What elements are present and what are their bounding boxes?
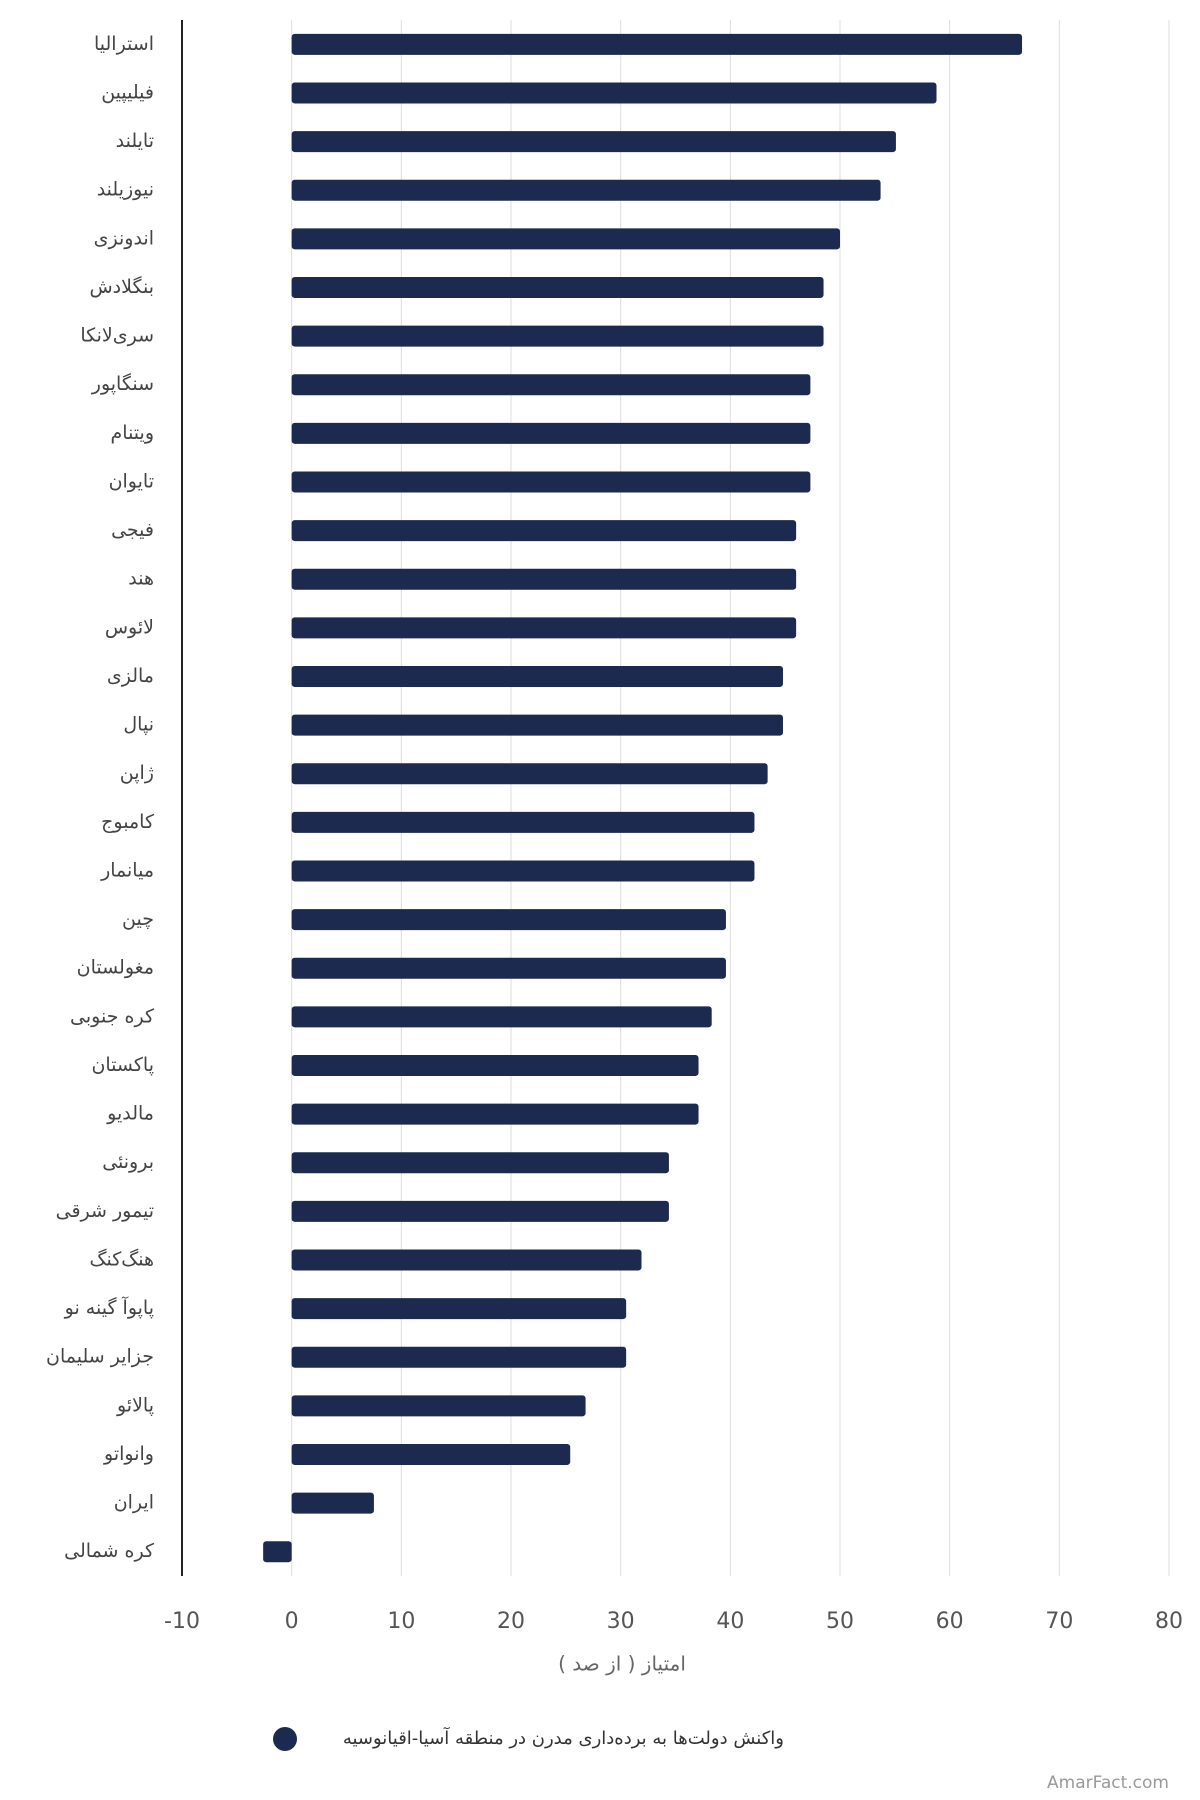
- y-tick-label: چین: [122, 908, 154, 930]
- bar: [291, 763, 768, 785]
- bar: [291, 714, 783, 736]
- y-tick-label: بنگلادش: [89, 275, 154, 298]
- bar: [291, 957, 726, 979]
- bar: [291, 1443, 571, 1465]
- bar: [291, 179, 881, 201]
- y-tick-label: هند: [128, 568, 154, 590]
- y-tick-label: نیوزیلند: [97, 179, 154, 201]
- y-tick-label: لائوس: [105, 616, 154, 638]
- y-tick-label: مالدیو: [106, 1103, 154, 1125]
- bar: [263, 1541, 292, 1563]
- bar: [291, 1054, 699, 1076]
- bar: [291, 1152, 669, 1174]
- bar: [291, 131, 896, 153]
- x-axis-label: امتیاز ( از صد ): [558, 1652, 686, 1676]
- y-tick-label: فیلیپین: [101, 81, 154, 103]
- legend-label: واکنش دولت‌ها به برده‌داری مدرن در منطقه…: [343, 1726, 784, 1749]
- bar: [291, 665, 783, 687]
- bar: [291, 471, 811, 493]
- x-tick-label: 10: [387, 1609, 415, 1634]
- x-tick-label: 40: [716, 1609, 744, 1634]
- x-tick-label: 70: [1045, 1609, 1073, 1634]
- bar: [291, 568, 797, 590]
- bar: [291, 811, 755, 833]
- y-tick-label: پاپوآ گینه نو: [64, 1295, 154, 1319]
- y-tick-label: پاکستان: [91, 1054, 154, 1076]
- y-tick-label: مالزی: [107, 665, 154, 687]
- y-tick-label: وانواتو: [103, 1443, 154, 1465]
- bar: [291, 1103, 699, 1125]
- y-tick-label: تایلند: [116, 130, 154, 152]
- y-tick-label: ژاپن: [120, 762, 154, 784]
- x-tick-label: 30: [607, 1609, 635, 1634]
- y-tick-label: میانمار: [100, 859, 154, 881]
- bar: [291, 325, 824, 347]
- bar: [291, 1346, 627, 1368]
- y-tick-label: ایران: [114, 1492, 154, 1514]
- bar: [291, 617, 797, 639]
- bar: [291, 909, 726, 931]
- bar: [291, 1200, 669, 1222]
- y-tick-label: جزایر سلیمان: [46, 1346, 154, 1368]
- y-tick-label: تایوان: [109, 470, 154, 492]
- bar: [291, 422, 811, 444]
- y-tick-label: استرالیا: [94, 33, 154, 55]
- x-tick-label: 60: [936, 1609, 964, 1634]
- x-tick-label: 50: [826, 1609, 854, 1634]
- x-tick-label: 20: [497, 1609, 525, 1634]
- y-tick-label: هنگ‌کنگ: [89, 1248, 154, 1270]
- y-tick-label: مغولستان: [77, 957, 154, 979]
- bar: [291, 520, 797, 542]
- y-tick-label: کره جنوبی: [70, 1005, 155, 1027]
- y-tick-label: ویتنام: [111, 422, 154, 444]
- bar: [291, 276, 824, 298]
- watermark: AmarFact.com: [1047, 1773, 1169, 1793]
- y-tick-label: کره شمالی: [64, 1540, 155, 1562]
- bar: [291, 1395, 586, 1417]
- bar: [291, 1249, 642, 1271]
- y-tick-label: سنگاپور: [91, 372, 154, 395]
- bar: [291, 1298, 627, 1320]
- y-tick-label: برونئی: [102, 1151, 154, 1173]
- legend-marker: [273, 1727, 297, 1751]
- y-tick-label: فیجی: [111, 519, 154, 541]
- bar: [291, 1492, 374, 1514]
- y-tick-label: سری‌لانکا: [80, 325, 154, 347]
- x-tick-label: -10: [164, 1609, 200, 1634]
- y-tick-label: تیمور شرقی: [56, 1200, 154, 1222]
- y-tick-label: کامبوج: [101, 811, 155, 833]
- bar: [291, 33, 1023, 55]
- bar: [291, 1006, 712, 1028]
- y-tick-label: اندونزی: [94, 227, 154, 249]
- bar: [291, 82, 937, 104]
- x-tick-label: 80: [1155, 1609, 1183, 1634]
- y-tick-label: پالائو: [116, 1394, 154, 1416]
- bar: [291, 374, 811, 396]
- x-tick-label: 0: [285, 1609, 299, 1634]
- bar: [291, 860, 755, 882]
- bar: [291, 228, 841, 250]
- y-tick-label: نپال: [123, 714, 154, 736]
